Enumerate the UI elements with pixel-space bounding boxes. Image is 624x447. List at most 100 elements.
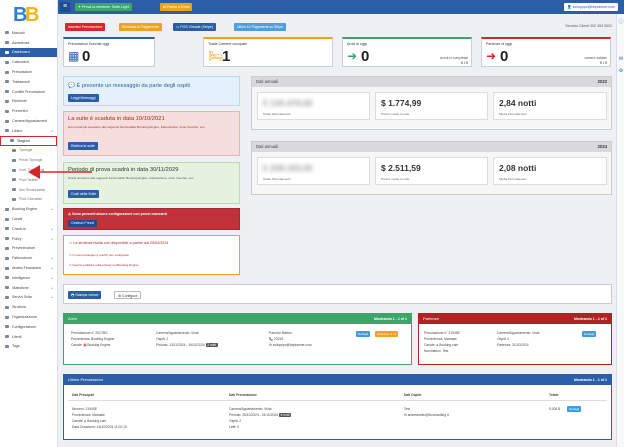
privacy-policy-notice[interactable]: ⚠ Inserire politiche sulla privacy nel B…	[69, 263, 139, 267]
chevron-icon: ▸	[51, 266, 53, 271]
avg-price-label: Prezzo medio a notte	[381, 112, 410, 116]
switch-extra-button[interactable]: ⇄ Passa a Extra	[160, 3, 193, 11]
user-menu-button[interactable]: 👤 svilupppo@bbplanner.com	[564, 3, 618, 11]
sidebar-item-label: Preventivatore	[12, 246, 36, 251]
sidebar-item-label: Conflitti Prenotazioni	[12, 89, 45, 94]
occupied-rooms-card: Totale Camere occupate 🛏 1	[203, 37, 333, 67]
sidebar-item-icon	[5, 70, 9, 74]
svg-text:B: B	[25, 4, 39, 25]
sidebar-item-trattamenti[interactable]: Trattamenti	[0, 77, 57, 87]
sidebar-item-icon	[5, 315, 9, 319]
sidebar-item-stagioni[interactable]: Stagioni	[0, 135, 57, 146]
sidebar-item-statistiche[interactable]: Statistiche ▸	[0, 283, 57, 293]
sidebar-item-icon	[12, 158, 16, 162]
channel-icon: ●	[84, 419, 87, 423]
col-booking-data: Dati Prenotazione	[229, 393, 257, 397]
mail-icon[interactable]: ✉	[618, 56, 624, 62]
guest-name: Parrotto Matteo	[269, 331, 292, 335]
sidebar-item-tipologie[interactable]: Tipologie	[0, 146, 57, 156]
menu-toggle-icon[interactable]: ≡	[60, 2, 70, 12]
sidebar-item-piani-tariffari[interactable]: Piani Tariffari	[0, 175, 57, 185]
departures-title: Partenze	[423, 316, 440, 321]
reactivate-suite-button[interactable]: Riattiva la suite	[68, 142, 98, 150]
try-version-button[interactable]: ✦ Prova la versione: Suite Light	[75, 3, 132, 11]
missing-prices-text: ⚠ Sono presenti alcune configurazioni co…	[68, 212, 167, 216]
configure-button[interactable]: ⚙ Configura	[114, 291, 142, 299]
sidebar-item-camere-appartamenti[interactable]: Camere/Appartamenti	[0, 116, 57, 126]
sidebar-item-tags[interactable]: Tags	[0, 342, 57, 352]
info-icon[interactable]: ⓘ	[618, 19, 624, 25]
arrival-details-button[interactable]: Dettagli	[356, 331, 371, 337]
avg-stay-label: Media Pernottamenti	[499, 177, 527, 181]
sidebar-item-label: Servizi Suite	[12, 295, 32, 300]
sidebar-item-label: Calendario	[12, 60, 30, 65]
quick-print-button[interactable]: 🖶 Stampa veloce	[68, 291, 102, 299]
col-total: Totale	[549, 393, 559, 397]
booking-source: Provenienza: Manuale	[424, 337, 457, 341]
sidebar-item-preventivatore[interactable]: Preventivatore	[0, 244, 57, 254]
sign-in-icon: ➜	[347, 49, 358, 63]
sidebar-item-intelligence[interactable]: Intelligence ▸	[0, 273, 57, 283]
suite-costs-button[interactable]: Costi della Suite	[68, 190, 100, 198]
chevron-icon: ▸	[51, 256, 53, 261]
sidebar-item-label: Trattamenti	[12, 79, 31, 84]
top-bar	[58, 0, 624, 14]
sidebar-item-utenti[interactable]: Utenti	[0, 332, 57, 342]
read-messages-button[interactable]: Leggi Messaggi	[68, 94, 99, 102]
sidebar-item-manuali[interactable]: Manuali	[0, 28, 57, 38]
booking-details-button[interactable]: Dettagli	[567, 406, 582, 412]
channel-value: Booking.com	[87, 419, 107, 423]
guest-name: Nominativo: Test	[424, 349, 449, 353]
sidebar-item-configurazione[interactable]: Configurazione	[0, 322, 57, 332]
occupied-rooms-label: Totale Camere occupate	[208, 42, 247, 46]
sidebar-item-preventivi[interactable]: Preventivi	[0, 106, 57, 116]
bookings-today-label: Prenotazioni ricevute oggi	[68, 42, 110, 46]
sidebar-item-assistenza[interactable]: Assistenza	[0, 38, 57, 48]
sidebar-item-calendario[interactable]: Calendario	[0, 57, 57, 67]
virtual-pos-button[interactable]: ▭ POS Virtuale (Stripe)	[173, 23, 216, 31]
sidebar-item-prezzi-tipologie[interactable]: Prezzi Tipologie	[0, 155, 57, 165]
sidebar-item-non-rimborsabile[interactable]: Non Rimborsabile	[0, 185, 57, 195]
sidebar-item-dashboard[interactable]: Dashboard	[0, 47, 57, 58]
sidebar-item-richieste[interactable]: Richieste	[0, 97, 57, 107]
manage-prices-button[interactable]: Gestisci Prezzi	[68, 220, 98, 227]
new-booking-button[interactable]: Inserisci Prenotazione	[65, 23, 106, 31]
sidebar-item-label: Policy	[12, 236, 22, 241]
arrivals-today-card: Arrivi di oggi ➜ 0 check-in completati 0…	[342, 37, 472, 67]
departure-details-button[interactable]: Dettagli	[582, 331, 597, 337]
sidebar-item-servizi-suite[interactable]: Servizi Suite ▸	[0, 293, 57, 303]
checkin-button[interactable]: Check-in: 0 / 2	[375, 331, 399, 337]
sidebar-item-piani-giornalieri[interactable]: Piani Giornalieri	[0, 195, 57, 205]
sidebar-item-label: Dashboard	[12, 50, 30, 55]
sidebar-item-canali[interactable]: Canali	[0, 214, 57, 224]
sidebar-item-fatturazione[interactable]: Fatturazione ▸	[0, 253, 57, 263]
sidebar-item-prenotazioni[interactable]: Prenotazioni	[0, 67, 57, 77]
sidebar-item-icon	[5, 305, 9, 309]
guest-phone: 📞 23215	[269, 337, 284, 341]
booking-room: Camera/Appartamento: Viola	[497, 331, 540, 335]
bookings-today-value: 0	[82, 48, 91, 65]
sidebar-item-conflitti-prenotazioni[interactable]: Conflitti Prenotazioni	[0, 87, 57, 97]
sidebar-item-check-in[interactable]: Check-in ▸	[0, 224, 57, 234]
sidebar-item-icon	[5, 50, 9, 54]
sidebar-item-struttura[interactable]: Struttura	[0, 302, 57, 312]
sidebar-item-listino[interactable]: Listino ▸	[0, 126, 57, 136]
payment-request-button[interactable]: Richiesta di Pagamento	[119, 23, 162, 31]
departures-panel: Partenze Mostrando 1 - 1 of 1 Prenotazion…	[418, 313, 612, 365]
booking-guests: Ospiti: 2	[229, 419, 242, 423]
sidebar-item-policy[interactable]: Policy ▸	[0, 234, 57, 244]
settings-icon[interactable]: ⚙	[618, 68, 624, 74]
sidebar-item-analisi-finanziarie[interactable]: Analisi Finanziarie ▸	[0, 263, 57, 273]
sidebar-item-organizzazione[interactable]: Organizzazione	[0, 312, 57, 322]
sidebar-item-icon	[5, 90, 9, 94]
sidebar-item-booking-engine[interactable]: Booking Engine ▸	[0, 204, 57, 214]
total-nights-value: € 208.183,00	[263, 163, 313, 173]
trial-period-alert: Periodo di prova scadrà in data 30/11/20…	[63, 162, 240, 204]
last-payments-button[interactable]: Ultimi 10 Pagamenti su Stripe	[234, 23, 287, 31]
chevron-icon: ▸	[51, 207, 53, 212]
nights-badge: 6 notti	[279, 413, 292, 417]
missing-config-notice[interactable]: ⚠ Ci sono tipologie (o prezzi) non confi…	[69, 253, 129, 257]
arrivals-title: Arrivi	[68, 316, 78, 321]
latest-bookings-panel: Ultime Prenotazioni Mostrando 1 - 1 of 1 …	[63, 374, 612, 440]
